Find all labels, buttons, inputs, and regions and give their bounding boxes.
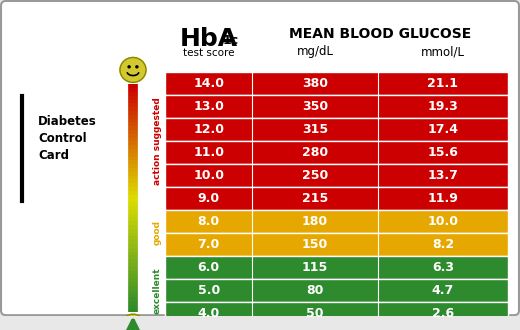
Text: 50: 50 xyxy=(306,307,324,320)
Circle shape xyxy=(128,66,130,68)
Text: 280: 280 xyxy=(302,146,328,159)
Text: 15.6: 15.6 xyxy=(427,146,458,159)
Bar xyxy=(165,118,508,141)
Bar xyxy=(165,256,508,279)
Text: 13.7: 13.7 xyxy=(427,169,458,182)
Text: HbA: HbA xyxy=(180,27,238,51)
Text: 380: 380 xyxy=(302,77,328,90)
FancyBboxPatch shape xyxy=(1,1,519,315)
Bar xyxy=(165,210,508,233)
Text: good: good xyxy=(152,220,162,245)
Circle shape xyxy=(136,322,138,325)
Text: 215: 215 xyxy=(302,192,328,205)
Text: 2.6: 2.6 xyxy=(432,307,454,320)
Bar xyxy=(165,233,508,256)
Text: 4.0: 4.0 xyxy=(198,307,220,320)
Text: Diabetes
Control
Card: Diabetes Control Card xyxy=(38,115,97,162)
Text: 1c: 1c xyxy=(223,35,239,48)
Text: 11.9: 11.9 xyxy=(427,192,458,205)
Text: 10.0: 10.0 xyxy=(427,215,458,228)
Text: 80: 80 xyxy=(306,284,324,297)
Bar xyxy=(165,141,508,164)
Text: 180: 180 xyxy=(302,215,328,228)
Text: excellent: excellent xyxy=(152,267,162,314)
Circle shape xyxy=(128,322,130,325)
Text: 12.0: 12.0 xyxy=(193,123,224,136)
Text: 7.0: 7.0 xyxy=(198,238,220,251)
Circle shape xyxy=(120,57,146,82)
Text: action suggested: action suggested xyxy=(152,97,162,185)
Text: 17.4: 17.4 xyxy=(427,123,458,136)
Text: 350: 350 xyxy=(302,100,328,113)
Text: 21.1: 21.1 xyxy=(427,77,458,90)
Text: 8.2: 8.2 xyxy=(432,238,454,251)
Text: MEAN BLOOD GLUCOSE: MEAN BLOOD GLUCOSE xyxy=(289,27,471,41)
Text: 8.0: 8.0 xyxy=(198,215,220,228)
Bar xyxy=(165,72,508,95)
Text: 5.0: 5.0 xyxy=(198,284,220,297)
Text: 150: 150 xyxy=(302,238,328,251)
Text: 11.0: 11.0 xyxy=(193,146,224,159)
Bar xyxy=(165,187,508,210)
Bar xyxy=(165,164,508,187)
Circle shape xyxy=(120,314,146,330)
Bar xyxy=(165,302,508,325)
Text: 13.0: 13.0 xyxy=(193,100,224,113)
Bar xyxy=(165,95,508,118)
Text: 6.3: 6.3 xyxy=(432,261,454,274)
Text: test score: test score xyxy=(183,48,235,58)
Text: 14.0: 14.0 xyxy=(193,77,224,90)
Text: mmol/L: mmol/L xyxy=(421,45,465,58)
Circle shape xyxy=(136,66,138,68)
Text: 6.0: 6.0 xyxy=(198,261,220,274)
Text: 315: 315 xyxy=(302,123,328,136)
Text: mg/dL: mg/dL xyxy=(296,45,333,58)
Text: 4.7: 4.7 xyxy=(432,284,454,297)
Text: 9.0: 9.0 xyxy=(198,192,220,205)
Text: 250: 250 xyxy=(302,169,328,182)
Text: 19.3: 19.3 xyxy=(427,100,458,113)
Bar xyxy=(165,279,508,302)
Text: 10.0: 10.0 xyxy=(193,169,224,182)
Text: 115: 115 xyxy=(302,261,328,274)
